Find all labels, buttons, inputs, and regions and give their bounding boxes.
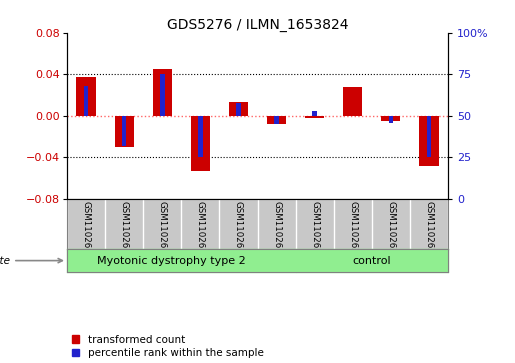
Text: GSM1102614: GSM1102614 [81, 200, 91, 259]
Bar [153, 69, 172, 116]
Text: GSM1102623: GSM1102623 [424, 200, 434, 259]
Bar [160, 74, 164, 116]
Bar [76, 77, 96, 116]
Bar [427, 116, 431, 158]
Bar [67, 249, 296, 272]
Bar [236, 102, 241, 116]
Text: GSM1102618: GSM1102618 [234, 200, 243, 259]
Bar [229, 102, 248, 116]
Bar [114, 116, 134, 147]
Bar [122, 116, 126, 146]
Bar [274, 116, 279, 124]
Bar [198, 116, 202, 158]
Bar [267, 116, 286, 124]
Text: control: control [352, 256, 391, 266]
Title: GDS5276 / ILMN_1653824: GDS5276 / ILMN_1653824 [167, 18, 348, 32]
Bar [313, 111, 317, 116]
Legend: transformed count, percentile rank within the sample: transformed count, percentile rank withi… [72, 335, 264, 358]
Text: Myotonic dystrophy type 2: Myotonic dystrophy type 2 [97, 256, 246, 266]
Text: GSM1102620: GSM1102620 [310, 200, 319, 259]
Text: GSM1102621: GSM1102621 [348, 200, 357, 259]
Text: GSM1102615: GSM1102615 [119, 200, 129, 259]
Bar [305, 116, 324, 118]
Bar [419, 116, 439, 166]
Text: disease state: disease state [0, 256, 62, 266]
Text: GSM1102619: GSM1102619 [272, 200, 281, 259]
Bar [389, 116, 393, 123]
Bar [191, 116, 210, 171]
Text: GSM1102616: GSM1102616 [158, 200, 167, 259]
Text: GSM1102622: GSM1102622 [386, 200, 396, 259]
Bar [382, 116, 401, 121]
Bar [296, 249, 448, 272]
Bar [84, 86, 88, 116]
Bar [344, 87, 363, 116]
Text: GSM1102617: GSM1102617 [196, 200, 205, 259]
